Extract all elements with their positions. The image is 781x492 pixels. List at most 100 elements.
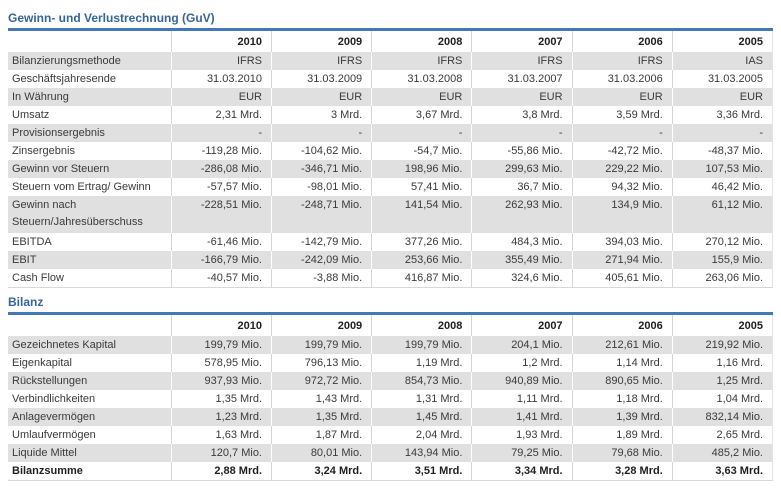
value-cell: -346,71 Mio. <box>270 160 372 178</box>
row-label: Liquide Mittel <box>8 444 172 462</box>
value-cell: 1,35 Mrd. <box>170 390 272 408</box>
value-cell: 36,7 Mio. <box>471 178 573 196</box>
value-cell: IFRS <box>371 52 472 70</box>
value-cell: 262,93 Mio. <box>471 196 573 233</box>
value-cell: - <box>170 124 272 142</box>
value-cell: 3,59 Mrd. <box>571 106 673 124</box>
value-cell: 79,25 Mio. <box>471 444 573 462</box>
table-row: In Währung EUR EUR EUR EUR EUR EUR <box>8 88 773 106</box>
corner-cell <box>8 315 172 336</box>
value-cell: 1,93 Mrd. <box>471 426 573 444</box>
bilanz-table: 2010 2009 2008 2007 2006 2005 Gezeichnetes Ka… <box>8 315 773 481</box>
value-cell: 143,94 Mio. <box>371 444 472 462</box>
value-cell: 253,66 Mio. <box>371 251 472 269</box>
row-label: Gezeichnetes Kapital <box>8 336 172 354</box>
table-row: Rückstellungen 937,93 Mio. 972,72 Mio. 854,… <box>8 372 773 390</box>
value-cell: -142,79 Mio. <box>270 233 372 251</box>
value-cell: 229,22 Mio. <box>571 160 673 178</box>
value-cell: 199,79 Mio. <box>371 336 472 354</box>
value-cell: EUR <box>170 88 272 106</box>
value-cell: 485,2 Mio. <box>671 444 773 462</box>
year-column-header: 2007 <box>471 31 573 52</box>
value-cell: 1,45 Mrd. <box>371 408 472 426</box>
row-label: Geschäftsjahresende <box>12 73 116 85</box>
guv-section-title: Gewinn- und Verlustrechnung (GuV) <box>8 11 215 25</box>
value-cell: - <box>671 124 773 142</box>
value-cell: IFRS <box>471 52 573 70</box>
value-cell: 212,61 Mio. <box>571 336 673 354</box>
row-label: Bilanzsumme <box>12 465 83 477</box>
value-cell: 79,68 Mio. <box>571 444 673 462</box>
table-row: Geschäftsjahresende 31.03.2010 31.03.2009 3… <box>8 70 773 88</box>
value-cell: 796,13 Mio. <box>270 354 372 372</box>
value-cell: 1,23 Mrd. <box>170 408 272 426</box>
year-column-header: 2006 <box>571 315 673 336</box>
row-label: Gewinn nach Steuern/Jahresüberschuss <box>8 196 172 233</box>
value-cell: 80,01 Mio. <box>270 444 372 462</box>
value-cell: 1,19 Mrd. <box>371 354 472 372</box>
value-cell: 854,73 Mio. <box>371 372 472 390</box>
value-cell: 416,87 Mio. <box>371 269 472 288</box>
value-cell: 1,89 Mrd. <box>571 426 673 444</box>
value-cell: IAS <box>671 52 773 70</box>
corner-cell <box>8 31 172 52</box>
table-row: Gezeichnetes Kapital 199,79 Mio. 199,79 Mi… <box>8 336 773 354</box>
value-cell: 2,65 Mrd. <box>671 426 773 444</box>
year-column-header: 2007 <box>471 315 573 336</box>
table-row: Anlagevermögen 1,23 Mrd. 1,35 Mrd. 1,45 Mrd… <box>8 408 773 426</box>
value-cell: 141,54 Mio. <box>371 196 472 233</box>
value-cell: 31.03.2009 <box>270 70 372 88</box>
table-row: Verbindlichkeiten 1,35 Mrd. 1,43 Mrd. 1,31 … <box>8 390 773 408</box>
value-cell: - <box>471 124 573 142</box>
value-cell: - <box>270 124 372 142</box>
value-cell: 61,12 Mio. <box>671 196 773 233</box>
value-cell: 3 Mrd. <box>270 106 372 124</box>
value-cell: -48,37 Mio. <box>671 142 773 160</box>
value-cell: 270,12 Mio. <box>671 233 773 251</box>
value-cell: - <box>371 124 472 142</box>
value-cell: 972,72 Mio. <box>270 372 372 390</box>
value-cell: 394,03 Mio. <box>571 233 673 251</box>
year-header-row: 2010 2009 2008 2007 2006 2005 <box>8 31 773 52</box>
value-cell: 890,65 Mio. <box>571 372 673 390</box>
value-cell: 134,9 Mio. <box>571 196 673 233</box>
value-cell: 1,2 Mrd. <box>471 354 573 372</box>
value-cell: 31.03.2008 <box>371 70 472 88</box>
value-cell: -40,57 Mio. <box>170 269 272 288</box>
table-row: EBITDA -61,46 Mio. -142,79 Mio. 377,26 Mio.… <box>8 233 773 251</box>
value-cell: EUR <box>471 88 573 106</box>
value-cell: EUR <box>270 88 372 106</box>
value-cell: 263,06 Mio. <box>671 269 773 288</box>
value-cell: 355,49 Mio. <box>471 251 573 269</box>
row-label: Bilanzierungsmethode <box>8 52 172 70</box>
value-cell: -119,28 Mio. <box>170 142 272 160</box>
value-cell: 3,51 Mrd. <box>371 462 472 481</box>
value-cell: 1,14 Mrd. <box>571 354 673 372</box>
value-cell: 204,1 Mio. <box>471 336 573 354</box>
bilanz-title-rule <box>8 312 773 315</box>
value-cell: 3,28 Mrd. <box>571 462 673 481</box>
row-label: Provisionsergebnis <box>8 124 172 142</box>
value-cell: 3,34 Mrd. <box>471 462 573 481</box>
value-cell: 2,88 Mrd. <box>170 462 272 481</box>
value-cell: 1,25 Mrd. <box>671 372 773 390</box>
value-cell: 377,26 Mio. <box>371 233 472 251</box>
value-cell: -228,51 Mio. <box>170 196 272 233</box>
row-label: Umlaufvermögen <box>12 429 96 441</box>
table-row: Bilanzierungsmethode IFRS IFRS IFRS IFRS IFRS… <box>8 52 773 70</box>
value-cell: 1,11 Mrd. <box>471 390 573 408</box>
value-cell: 31.03.2006 <box>571 70 673 88</box>
value-cell: 1,35 Mrd. <box>270 408 372 426</box>
row-label: Zinsergebnis <box>12 145 75 157</box>
value-cell: 1,87 Mrd. <box>270 426 372 444</box>
guv-title-rule <box>8 28 773 31</box>
value-cell: -57,57 Mio. <box>170 178 272 196</box>
table-row: Cash Flow -40,57 Mio. -3,88 Mio. 416,87 Mio… <box>8 269 773 288</box>
table-row: Gewinn nach Steuern/Jahresüberschuss -228… <box>8 196 773 233</box>
value-cell: 199,79 Mio. <box>270 336 372 354</box>
row-label: EBIT <box>8 251 172 269</box>
table-row: EBIT -166,79 Mio. -242,09 Mio. 253,66 Mio. 3… <box>8 251 773 269</box>
year-column-header: 2005 <box>671 31 773 52</box>
value-cell: IFRS <box>170 52 272 70</box>
value-cell: EUR <box>671 88 773 106</box>
